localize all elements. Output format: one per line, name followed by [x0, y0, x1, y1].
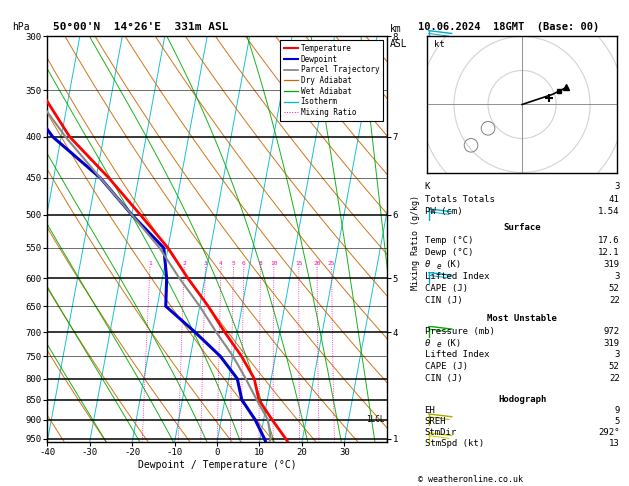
- Text: 3: 3: [204, 261, 208, 266]
- Text: 17.6: 17.6: [598, 236, 620, 245]
- Text: Most Unstable: Most Unstable: [487, 314, 557, 323]
- Text: km: km: [390, 24, 402, 34]
- Text: Hodograph: Hodograph: [498, 395, 546, 404]
- X-axis label: Dewpoint / Temperature (°C): Dewpoint / Temperature (°C): [138, 460, 296, 469]
- Text: 41: 41: [609, 195, 620, 204]
- Text: 292°: 292°: [598, 428, 620, 437]
- Text: ASL: ASL: [390, 38, 408, 49]
- Text: 319: 319: [603, 260, 620, 269]
- Text: Dewp (°C): Dewp (°C): [425, 248, 473, 257]
- Text: 1LCL: 1LCL: [366, 415, 385, 424]
- Text: hPa: hPa: [13, 21, 30, 32]
- Text: (K): (K): [445, 339, 462, 347]
- Text: CIN (J): CIN (J): [425, 374, 462, 383]
- Text: PW (cm): PW (cm): [425, 207, 462, 216]
- Text: StmDir: StmDir: [425, 428, 457, 437]
- Text: 10: 10: [270, 261, 277, 266]
- Text: 9: 9: [615, 406, 620, 416]
- Legend: Temperature, Dewpoint, Parcel Trajectory, Dry Adiabat, Wet Adiabat, Isotherm, Mi: Temperature, Dewpoint, Parcel Trajectory…: [280, 40, 383, 121]
- Text: CAPE (J): CAPE (J): [425, 363, 467, 371]
- Text: 972: 972: [603, 327, 620, 336]
- Text: CIN (J): CIN (J): [425, 296, 462, 305]
- Text: θ: θ: [425, 260, 430, 269]
- Text: Lifted Index: Lifted Index: [425, 272, 489, 281]
- Text: StmSpd (kt): StmSpd (kt): [425, 439, 484, 448]
- Text: Totals Totals: Totals Totals: [425, 195, 494, 204]
- Text: Surface: Surface: [503, 223, 541, 232]
- Text: 15: 15: [295, 261, 303, 266]
- Text: 25: 25: [328, 261, 335, 266]
- Text: EH: EH: [425, 406, 435, 416]
- Text: 5: 5: [615, 417, 620, 426]
- Text: 1.54: 1.54: [598, 207, 620, 216]
- Text: 22: 22: [609, 296, 620, 305]
- Text: Lifted Index: Lifted Index: [425, 350, 489, 360]
- Text: 2: 2: [182, 261, 186, 266]
- Text: © weatheronline.co.uk: © weatheronline.co.uk: [418, 474, 523, 484]
- Text: 20: 20: [313, 261, 321, 266]
- Text: 1: 1: [148, 261, 152, 266]
- Text: e: e: [437, 340, 442, 349]
- Text: 319: 319: [603, 339, 620, 347]
- Text: SREH: SREH: [425, 417, 446, 426]
- Text: 12.1: 12.1: [598, 248, 620, 257]
- Text: 22: 22: [609, 374, 620, 383]
- Text: 5: 5: [231, 261, 235, 266]
- Text: e: e: [437, 262, 442, 271]
- Text: 3: 3: [615, 182, 620, 191]
- Text: Temp (°C): Temp (°C): [425, 236, 473, 245]
- Text: Pressure (mb): Pressure (mb): [425, 327, 494, 336]
- Text: 3: 3: [615, 272, 620, 281]
- Text: 4: 4: [219, 261, 223, 266]
- Text: 6: 6: [242, 261, 246, 266]
- Text: CAPE (J): CAPE (J): [425, 284, 467, 293]
- Text: 50°00'N  14°26'E  331m ASL: 50°00'N 14°26'E 331m ASL: [53, 21, 229, 32]
- Text: Mixing Ratio (g/kg): Mixing Ratio (g/kg): [411, 195, 420, 291]
- Text: 3: 3: [615, 350, 620, 360]
- Text: 13: 13: [609, 439, 620, 448]
- Text: (K): (K): [445, 260, 462, 269]
- Text: θ: θ: [425, 339, 430, 347]
- Text: 10.06.2024  18GMT  (Base: 00): 10.06.2024 18GMT (Base: 00): [418, 21, 599, 32]
- Text: 52: 52: [609, 363, 620, 371]
- Text: 52: 52: [609, 284, 620, 293]
- Text: 8: 8: [259, 261, 262, 266]
- Text: K: K: [425, 182, 430, 191]
- Text: kt: kt: [433, 40, 444, 49]
